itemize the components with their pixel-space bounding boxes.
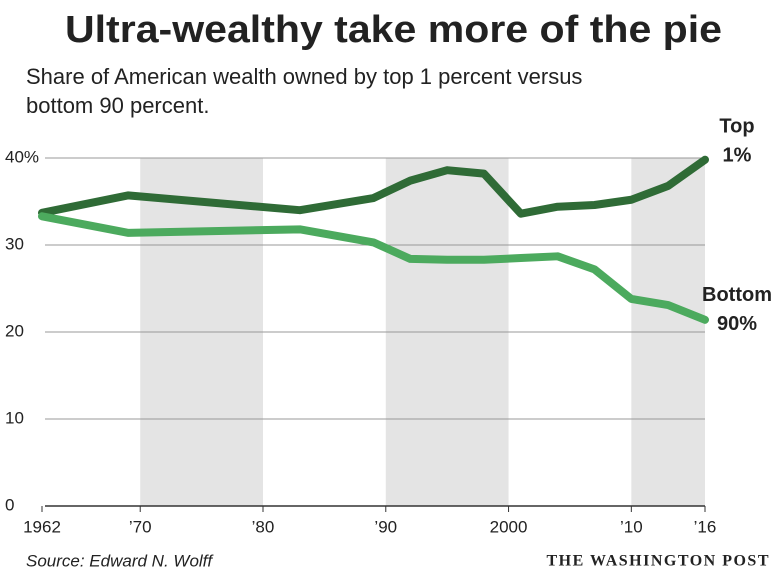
series-label: Top 1% bbox=[719, 116, 754, 167]
series-line bbox=[38, 212, 709, 324]
series-line bbox=[38, 155, 709, 218]
chart-subtitle: bottom 90 percent. bbox=[26, 93, 209, 118]
y-tick-label: 30 bbox=[5, 234, 24, 253]
y-tick-label: 0 bbox=[5, 495, 14, 514]
y-tick-label: 20 bbox=[5, 321, 24, 340]
source-note: Source: Edward N. Wolff bbox=[26, 551, 214, 570]
x-tick-label: ’90 bbox=[374, 517, 397, 536]
series-label: Bottom 90% bbox=[702, 284, 772, 335]
credit: THE WASHINGTON POST bbox=[546, 553, 770, 570]
chart-title: Ultra-wealthy take more of the pie bbox=[65, 9, 722, 51]
x-tick-label: ’16 bbox=[694, 517, 717, 536]
y-tick-label: 10 bbox=[5, 408, 24, 427]
x-tick-label: 1962 bbox=[23, 517, 61, 536]
chart-subtitle: Share of American wealth owned by top 1 … bbox=[26, 64, 582, 89]
x-tick-label: 2000 bbox=[490, 517, 528, 536]
x-tick-label: ’10 bbox=[620, 517, 643, 536]
y-tick-label: 40% bbox=[5, 147, 39, 166]
x-tick-label: ’70 bbox=[129, 517, 152, 536]
x-tick-label: ’80 bbox=[252, 517, 275, 536]
